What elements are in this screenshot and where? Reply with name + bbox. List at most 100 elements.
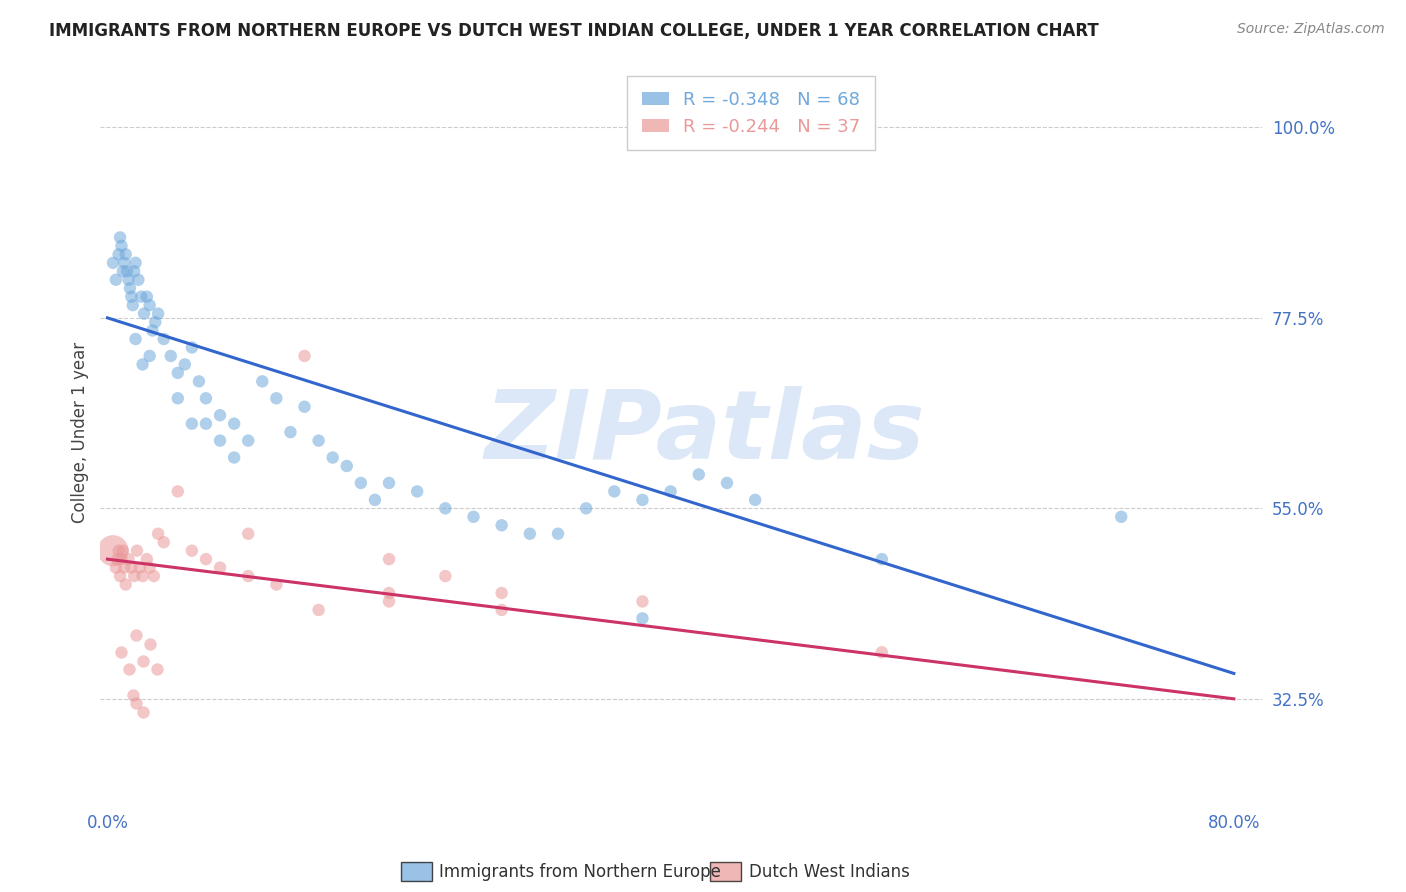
Point <box>166 391 188 405</box>
Point <box>138 637 160 651</box>
Point <box>131 705 153 719</box>
Point <box>110 239 132 253</box>
Point <box>491 603 513 617</box>
Point <box>209 408 232 422</box>
Point <box>378 586 401 600</box>
Point <box>266 391 288 405</box>
Point <box>547 526 569 541</box>
Point <box>101 543 124 558</box>
Point <box>146 526 169 541</box>
Point <box>224 450 246 465</box>
Point <box>110 552 132 566</box>
Point <box>194 417 217 431</box>
Point <box>406 484 429 499</box>
Text: Dutch West Indians: Dutch West Indians <box>749 863 910 881</box>
Point <box>122 264 145 278</box>
Point <box>238 434 260 448</box>
Point <box>142 569 165 583</box>
Point <box>111 543 134 558</box>
Point <box>138 298 160 312</box>
Point <box>125 543 148 558</box>
Point <box>110 645 132 659</box>
Point <box>108 569 131 583</box>
Point <box>266 577 288 591</box>
Point <box>252 375 274 389</box>
Point <box>129 290 152 304</box>
Point <box>114 247 136 261</box>
Point <box>519 526 541 541</box>
Point <box>101 256 124 270</box>
Point <box>127 273 149 287</box>
Point <box>350 475 373 490</box>
Point <box>124 628 146 642</box>
Point <box>135 552 157 566</box>
Point <box>308 434 330 448</box>
Point <box>105 552 128 566</box>
Point <box>378 594 401 608</box>
Point <box>716 475 738 490</box>
Point <box>434 501 457 516</box>
Point <box>121 298 143 312</box>
Point <box>117 552 139 566</box>
Point <box>575 501 598 516</box>
Point <box>112 256 135 270</box>
Text: Source: ZipAtlas.com: Source: ZipAtlas.com <box>1237 22 1385 37</box>
Point <box>1109 509 1132 524</box>
Point <box>104 560 127 574</box>
Point <box>107 247 129 261</box>
Point <box>294 400 316 414</box>
Point <box>870 645 893 659</box>
Point <box>173 358 195 372</box>
Point <box>194 391 217 405</box>
Point <box>434 569 457 583</box>
Point <box>631 611 654 625</box>
Point <box>491 518 513 533</box>
Point <box>138 560 160 574</box>
Point <box>104 273 127 287</box>
Point <box>117 662 139 676</box>
Point <box>631 120 654 135</box>
Legend: R = -0.348   N = 68, R = -0.244   N = 37: R = -0.348 N = 68, R = -0.244 N = 37 <box>627 76 875 150</box>
Point <box>491 586 513 600</box>
Point <box>159 349 181 363</box>
Point <box>166 484 188 499</box>
Point <box>336 458 359 473</box>
Point <box>128 560 150 574</box>
Point <box>138 349 160 363</box>
Point <box>463 509 485 524</box>
Point <box>135 290 157 304</box>
Point <box>224 417 246 431</box>
Point <box>124 696 146 710</box>
Text: IMMIGRANTS FROM NORTHERN EUROPE VS DUTCH WEST INDIAN COLLEGE, UNDER 1 YEAR CORRE: IMMIGRANTS FROM NORTHERN EUROPE VS DUTCH… <box>49 22 1099 40</box>
Point <box>114 577 136 591</box>
Point <box>122 569 145 583</box>
Point <box>744 492 766 507</box>
Point <box>280 425 302 439</box>
Point <box>131 569 153 583</box>
Point <box>180 543 202 558</box>
Point <box>631 492 654 507</box>
Point <box>132 307 155 321</box>
Point <box>238 569 260 583</box>
Point <box>108 230 131 244</box>
Y-axis label: College, Under 1 year: College, Under 1 year <box>72 342 89 523</box>
Point <box>124 256 146 270</box>
Point <box>166 366 188 380</box>
Point <box>238 526 260 541</box>
Point <box>308 603 330 617</box>
Point <box>870 552 893 566</box>
Point <box>120 560 142 574</box>
Point <box>107 543 129 558</box>
Point <box>121 688 143 702</box>
Point <box>131 654 153 668</box>
Point <box>115 264 138 278</box>
Point <box>145 662 167 676</box>
Point <box>117 273 139 287</box>
Point <box>118 281 141 295</box>
Text: Immigrants from Northern Europe: Immigrants from Northern Europe <box>439 863 720 881</box>
Point <box>146 307 169 321</box>
Point <box>631 594 654 608</box>
Point <box>124 332 146 346</box>
Point <box>112 560 135 574</box>
Point <box>143 315 166 329</box>
